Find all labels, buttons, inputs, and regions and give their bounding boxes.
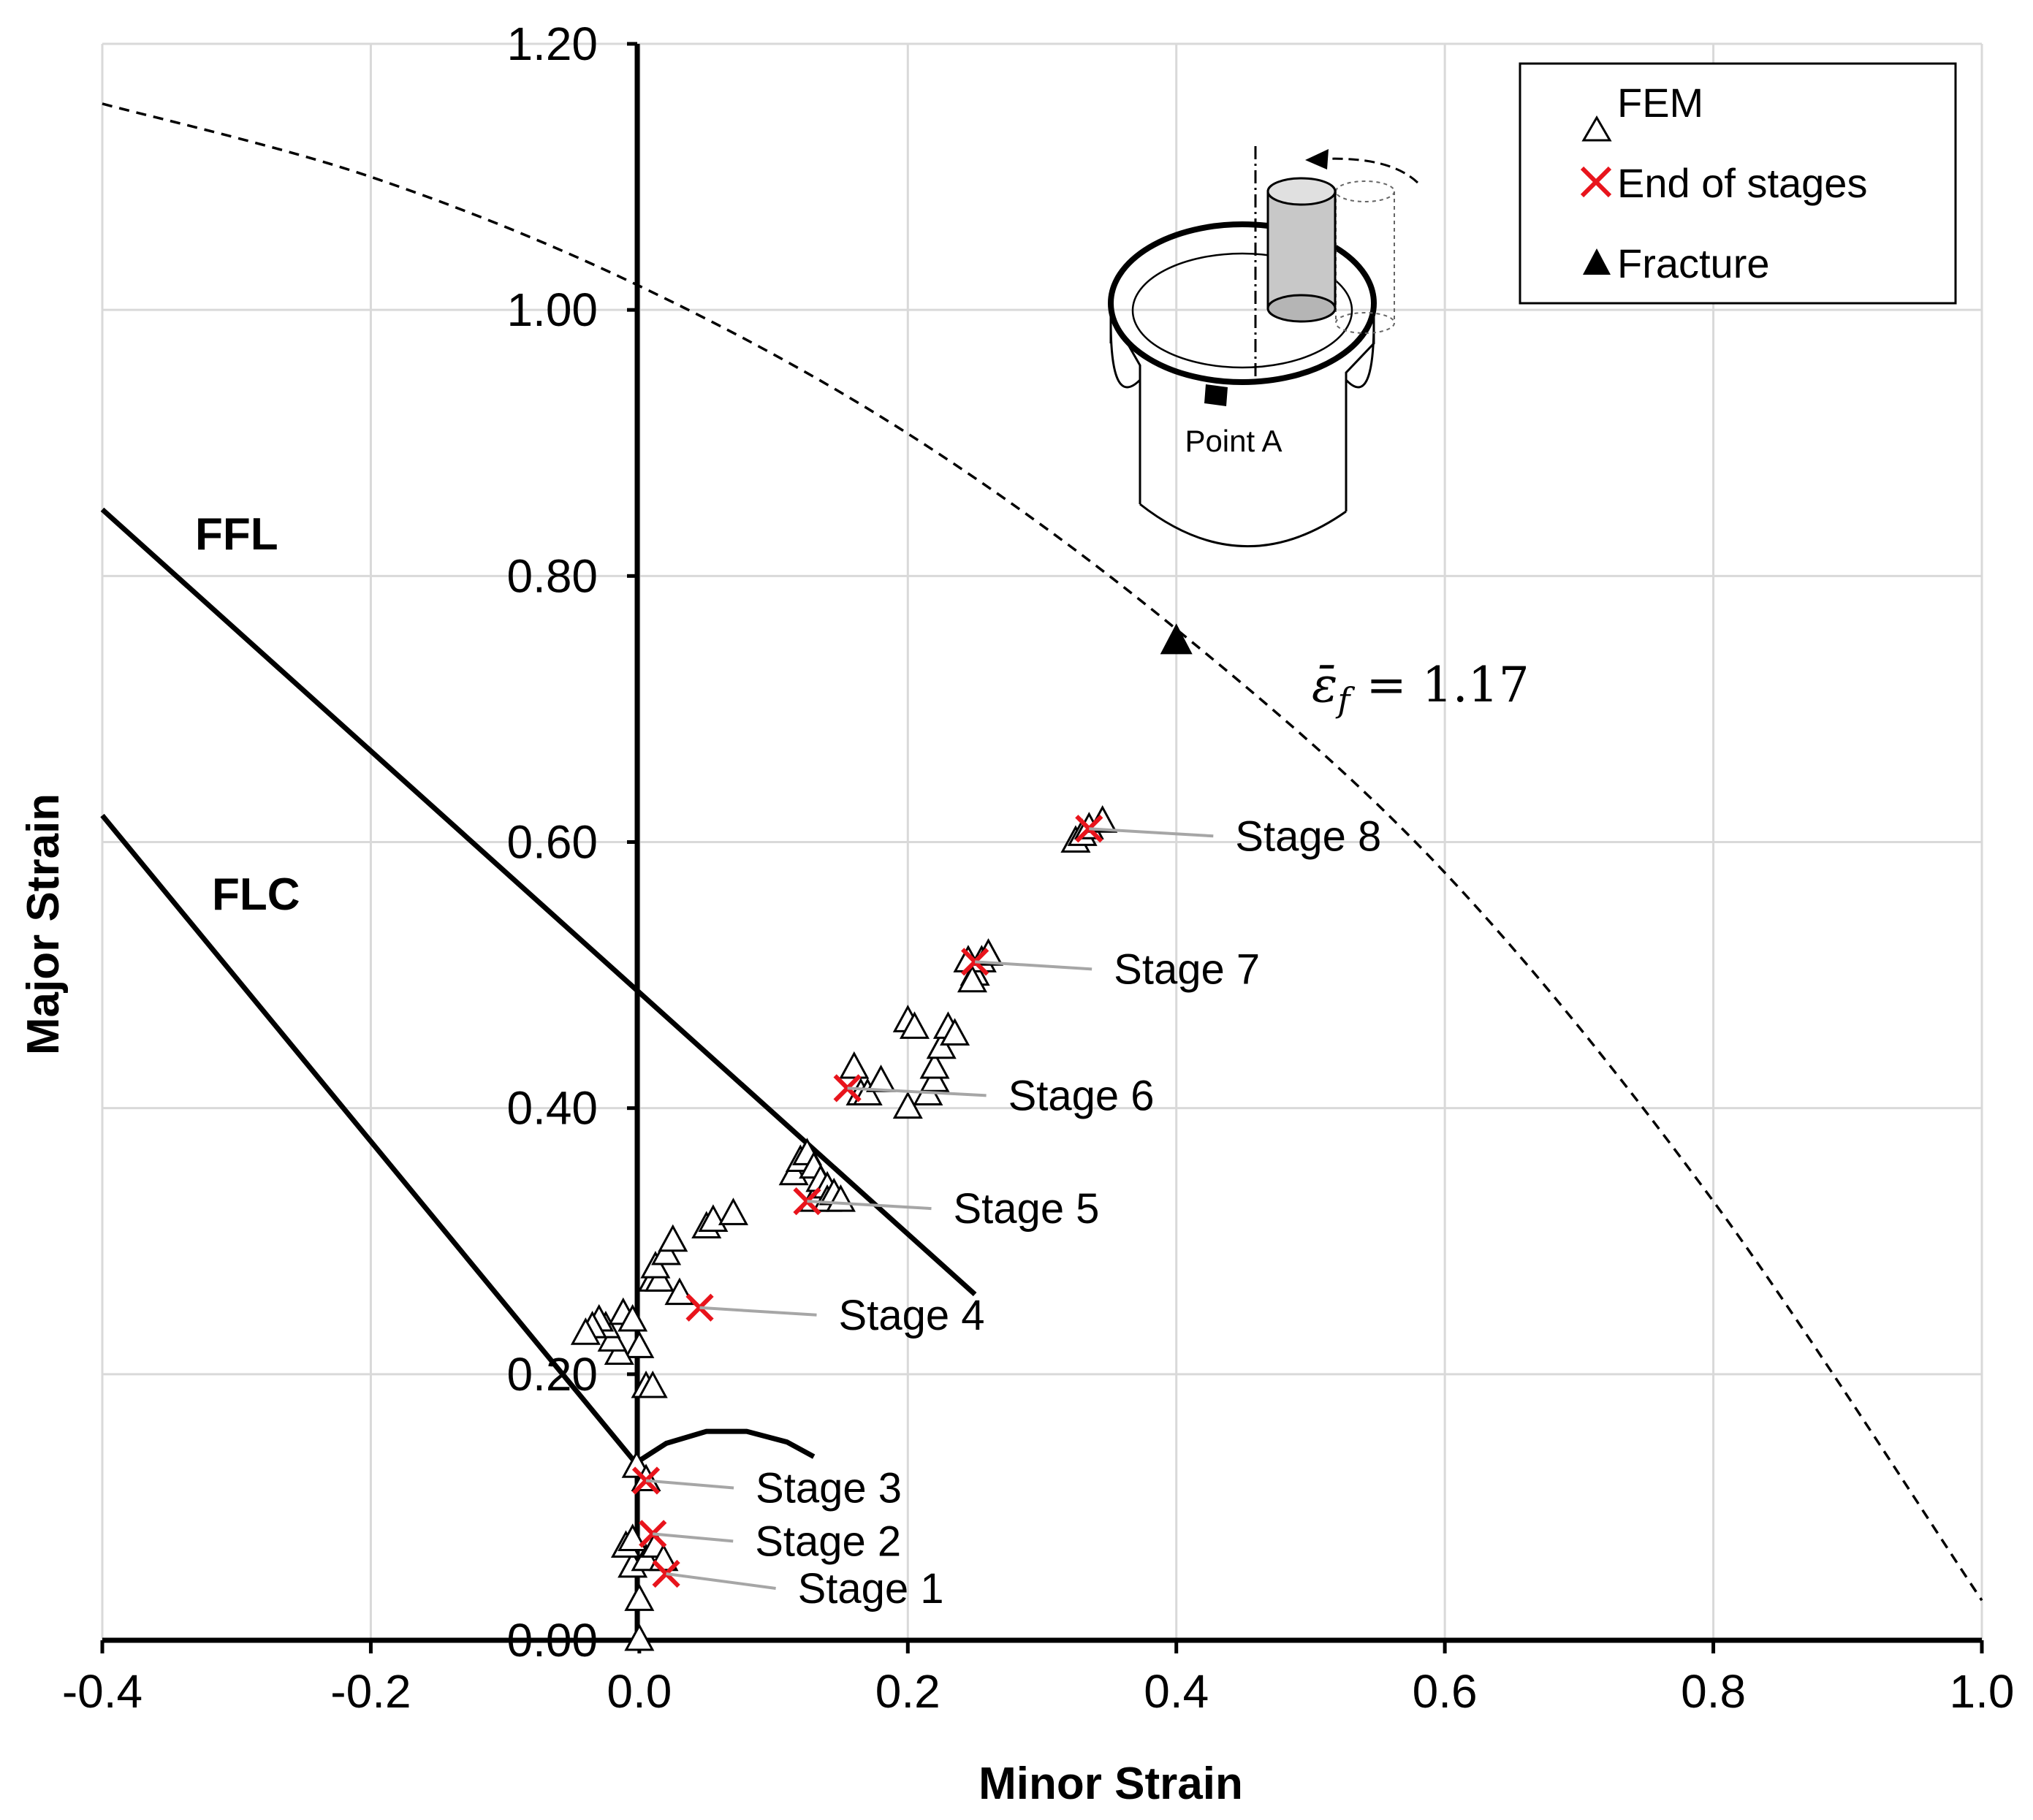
curves (100, 102, 1983, 1602)
stage-leader-line-7 (975, 960, 1092, 971)
fem-point-43 (866, 1065, 897, 1092)
fem-point-24 (651, 1237, 682, 1265)
y-tick-label-6: 1.20 (506, 18, 598, 70)
x-tick-label-3: 0.2 (875, 1665, 940, 1718)
fem-point-23 (640, 1251, 671, 1279)
inset-cup-rim (1108, 221, 1377, 385)
inset-cup-body (1109, 321, 1375, 389)
legend-fracture-label: Fracture (1617, 240, 1770, 286)
y-tick-label-2: 0.40 (506, 1082, 598, 1135)
legend-fracture-marker (1583, 248, 1611, 275)
fracture-strain-curve (102, 102, 1983, 1602)
inset-schematic: Point A (1108, 146, 1419, 548)
stage-label-8: Stage 8 (1235, 812, 1381, 860)
y-tick-label-3: 0.60 (506, 816, 598, 869)
inset-point-a-label: Point A (1185, 424, 1282, 458)
fracture-strain-symbol: ε̄ (1312, 657, 1337, 713)
fem-point-13 (604, 1337, 634, 1366)
fem-point-48 (919, 1065, 950, 1092)
inset-tool-bottom (1266, 294, 1337, 323)
stage-leader-line-5 (807, 1200, 932, 1211)
fem-point-11 (637, 1370, 668, 1398)
x-tick-label-2: 0.0 (607, 1665, 672, 1718)
flc-label: FLC (212, 869, 300, 920)
y-tick-label-1: 0.20 (506, 1348, 598, 1401)
inset-tool-body (1266, 190, 1337, 310)
x-tick-label-6: 0.8 (1681, 1665, 1746, 1718)
fem-point-5 (618, 1523, 648, 1551)
fracture-strain-value: = 1.17 (1366, 657, 1529, 713)
stage-label-6: Stage 6 (1008, 1072, 1155, 1119)
stage-leader-line-2 (653, 1532, 734, 1543)
x-tick-label-7: 1.0 (1950, 1665, 2015, 1718)
inset-cup-bottom (1139, 503, 1347, 548)
legend-fem-marker (1581, 115, 1612, 142)
stage-leader-line-8 (1089, 827, 1214, 838)
stage-label-5: Stage 5 (954, 1185, 1100, 1233)
stage-leader-line-4 (699, 1306, 817, 1317)
y-axis-title: Major Strain (18, 793, 69, 1055)
fem-point-44 (892, 1091, 923, 1119)
x-tick-label-5: 0.6 (1413, 1665, 1478, 1718)
fem-point-22 (644, 1264, 674, 1292)
inset-rotation-arrowhead (1305, 149, 1329, 170)
fem-point-49 (919, 1051, 950, 1079)
x-tick-label-4: 0.4 (1144, 1665, 1209, 1718)
x-axis-ticks: -0.4 -0.2 0.0 0.2 0.4 0.6 0.8 1.0 (62, 1640, 2015, 1718)
legend-end-of-stages-marker (1580, 166, 1612, 198)
fem-point-25 (658, 1224, 688, 1252)
fem-point-20 (618, 1303, 648, 1332)
stage-leader-line-3 (645, 1479, 734, 1490)
inset-cup-inner-rim (1131, 252, 1353, 369)
flc-plane-strain-curve (637, 1428, 816, 1463)
fem-point-50 (926, 1031, 957, 1059)
fracture-strain-label: ε̄f = 1.17 (1312, 657, 1530, 720)
stage-label-7: Stage 7 (1114, 945, 1260, 993)
fem-point-26 (664, 1277, 695, 1306)
stage-label-4: Stage 4 (839, 1292, 985, 1339)
fracture-point-0 (1160, 623, 1193, 655)
fem-point-40 (839, 1051, 870, 1079)
legend-end-of-stages-label: End of stages (1617, 160, 1867, 206)
ffl-label: FFL (195, 509, 278, 560)
fem-point-12 (624, 1330, 655, 1358)
stage-leader-line-1 (666, 1572, 776, 1590)
fem-point-52 (940, 1018, 970, 1046)
fem-point-57 (957, 964, 987, 993)
fem-point-42 (852, 1078, 883, 1105)
ffl-curve (100, 507, 977, 1297)
stage-label-1: Stage 1 (798, 1565, 944, 1613)
flc-curve (100, 813, 642, 1469)
grid-lines (101, 42, 1983, 1642)
y-tick-label-4: 0.80 (506, 549, 598, 602)
fem-point-46 (899, 1011, 930, 1039)
inset-tool-ghost-bottom (1335, 312, 1395, 334)
inset-tool-ghost-top (1335, 180, 1395, 202)
y-tick-label-5: 1.00 (506, 283, 598, 336)
fem-point-18 (570, 1317, 601, 1345)
x-tick-label-1: -0.2 (330, 1665, 411, 1718)
fem-point-0 (624, 1623, 655, 1651)
fracture-strain-subscript: f (1335, 680, 1355, 720)
fem-point-29 (718, 1198, 748, 1225)
inset-cup-wall (1109, 310, 1375, 511)
fem-point-14 (597, 1324, 628, 1352)
stage-label-2: Stage 2 (755, 1518, 901, 1565)
inset-tool-top (1266, 177, 1337, 206)
legend-fem-label: FEM (1617, 80, 1703, 126)
stage-label-3: Stage 3 (756, 1465, 902, 1512)
x-tick-label-0: -0.4 (62, 1665, 142, 1718)
legend: FEM End of stages Fracture (1519, 62, 1957, 305)
fem-point-1 (624, 1583, 655, 1611)
data-series (570, 623, 1193, 1651)
inset-rotation-arrow (1315, 157, 1419, 184)
x-axis-title: Minor Strain (978, 1759, 1243, 1809)
inset-point-a-marker (1204, 384, 1228, 406)
stage-leader-line-6 (847, 1086, 987, 1097)
